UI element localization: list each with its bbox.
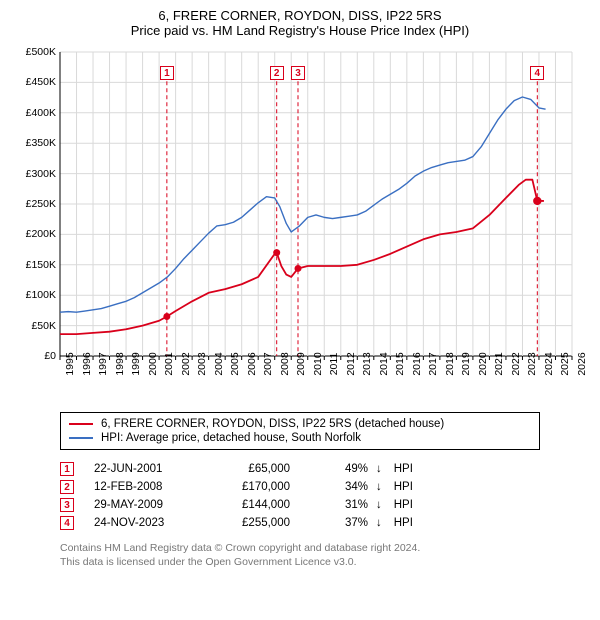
transaction-price: £144,000 — [200, 499, 290, 511]
transaction-date: 29-MAY-2009 — [82, 499, 192, 511]
footer-line-2: This data is licensed under the Open Gov… — [60, 556, 540, 570]
y-axis-tick-label: £50K — [31, 320, 56, 332]
legend-swatch — [69, 423, 93, 425]
transaction-table: 1 22-JUN-2001 £65,000 49% ↓ HPI 2 12-FEB-2008 £1… — [60, 460, 540, 532]
title-line-2: Price paid vs. HM Land Registry's House … — [12, 23, 588, 38]
legend-item-price-paid: 6, FRERE CORNER, ROYDON, DISS, IP22 5RS … — [69, 417, 531, 431]
footer: Contains HM Land Registry data © Crown c… — [60, 542, 540, 569]
x-axis-tick-label: 2015 — [394, 352, 406, 375]
transaction-hpi-label: HPI — [390, 481, 413, 493]
transaction-hpi-label: HPI — [390, 463, 413, 475]
x-axis-tick-label: 2024 — [543, 352, 555, 375]
y-axis-tick-label: £200K — [26, 228, 56, 240]
y-axis-tick-label: £450K — [26, 76, 56, 88]
x-axis-tick-label: 2003 — [196, 352, 208, 375]
down-arrow-icon: ↓ — [376, 517, 382, 529]
y-axis-tick-label: £350K — [26, 137, 56, 149]
transaction-date: 22-JUN-2001 — [82, 463, 192, 475]
legend-label: HPI: Average price, detached house, Sout… — [101, 432, 361, 444]
transaction-row: 3 29-MAY-2009 £144,000 31% ↓ HPI — [60, 496, 540, 514]
transaction-date: 24-NOV-2023 — [82, 517, 192, 529]
transaction-marker: 2 — [60, 480, 74, 494]
x-axis-tick-label: 2004 — [213, 352, 225, 375]
x-axis-tick-label: 2011 — [328, 353, 340, 376]
x-axis-tick-label: 2018 — [444, 352, 456, 375]
down-arrow-icon: ↓ — [376, 499, 382, 511]
x-axis-tick-label: 2006 — [246, 352, 258, 375]
chart-transaction-marker: 4 — [530, 66, 544, 80]
x-axis-tick-label: 2010 — [312, 352, 324, 375]
transaction-pct: 49% — [298, 463, 368, 475]
x-axis-tick-label: 2013 — [361, 352, 373, 375]
transaction-date: 12-FEB-2008 — [82, 481, 192, 493]
x-axis-tick-label: 1999 — [130, 352, 142, 375]
x-axis-tick-label: 2025 — [559, 352, 571, 375]
x-axis-tick-label: 2002 — [180, 352, 192, 375]
transaction-hpi-label: HPI — [390, 517, 413, 529]
x-axis-tick-label: 1996 — [81, 352, 93, 375]
x-axis-tick-label: 2016 — [411, 352, 423, 375]
transaction-price: £65,000 — [200, 463, 290, 475]
transaction-pct: 37% — [298, 517, 368, 529]
transaction-marker: 1 — [60, 462, 74, 476]
x-axis-tick-label: 1998 — [114, 352, 126, 375]
x-axis-tick-label: 2020 — [477, 352, 489, 375]
x-axis-tick-label: 2005 — [229, 352, 241, 375]
transaction-marker: 3 — [60, 498, 74, 512]
x-axis-tick-label: 2017 — [427, 352, 439, 375]
x-axis-tick-label: 2014 — [378, 352, 390, 375]
down-arrow-icon: ↓ — [376, 481, 382, 493]
chart-transaction-marker: 2 — [270, 66, 284, 80]
x-axis-tick-label: 2022 — [510, 352, 522, 375]
down-arrow-icon: ↓ — [376, 463, 382, 475]
legend: 6, FRERE CORNER, ROYDON, DISS, IP22 5RS … — [60, 412, 540, 450]
y-axis-tick-label: £250K — [26, 198, 56, 210]
chart-transaction-marker: 3 — [291, 66, 305, 80]
title-line-1: 6, FRERE CORNER, ROYDON, DISS, IP22 5RS — [12, 8, 588, 23]
legend-label: 6, FRERE CORNER, ROYDON, DISS, IP22 5RS … — [101, 418, 444, 430]
chart-transaction-marker: 1 — [160, 66, 174, 80]
transaction-hpi-label: HPI — [390, 499, 413, 511]
x-axis-tick-label: 1997 — [97, 352, 109, 375]
transaction-row: 1 22-JUN-2001 £65,000 49% ↓ HPI — [60, 460, 540, 478]
y-axis-tick-label: £0 — [44, 350, 56, 362]
x-axis-tick-label: 2026 — [576, 352, 588, 375]
x-axis-tick-label: 2007 — [262, 352, 274, 375]
x-axis-tick-label: 2023 — [526, 352, 538, 375]
y-axis-tick-label: £400K — [26, 107, 56, 119]
transaction-marker: 4 — [60, 516, 74, 530]
transaction-pct: 34% — [298, 481, 368, 493]
page: 6, FRERE CORNER, ROYDON, DISS, IP22 5RS … — [0, 0, 600, 577]
footer-line-1: Contains HM Land Registry data © Crown c… — [60, 542, 540, 556]
y-axis-tick-label: £300K — [26, 168, 56, 180]
title-block: 6, FRERE CORNER, ROYDON, DISS, IP22 5RS … — [12, 8, 588, 38]
x-axis-tick-label: 2012 — [345, 352, 357, 375]
transaction-price: £255,000 — [200, 517, 290, 529]
x-axis-tick-label: 2021 — [493, 352, 505, 375]
transaction-row: 2 12-FEB-2008 £170,000 34% ↓ HPI — [60, 478, 540, 496]
x-axis-tick-label: 2008 — [279, 352, 291, 375]
x-axis-tick-label: 2001 — [163, 352, 175, 375]
y-axis-tick-label: £100K — [26, 289, 56, 301]
x-axis-tick-label: 2009 — [295, 352, 307, 375]
x-axis-tick-label: 1995 — [64, 352, 76, 375]
y-axis-tick-label: £500K — [26, 46, 56, 58]
y-axis-tick-label: £150K — [26, 259, 56, 271]
transaction-row: 4 24-NOV-2023 £255,000 37% ↓ HPI — [60, 514, 540, 532]
transaction-pct: 31% — [298, 499, 368, 511]
transaction-price: £170,000 — [200, 481, 290, 493]
x-axis-tick-label: 2000 — [147, 352, 159, 375]
x-axis-tick-label: 2019 — [460, 352, 472, 375]
legend-item-hpi: HPI: Average price, detached house, Sout… — [69, 431, 531, 445]
legend-swatch — [69, 437, 93, 439]
price-chart: £0 £50K £100K £150K £200K £250K £300K £350K £400… — [12, 46, 588, 406]
